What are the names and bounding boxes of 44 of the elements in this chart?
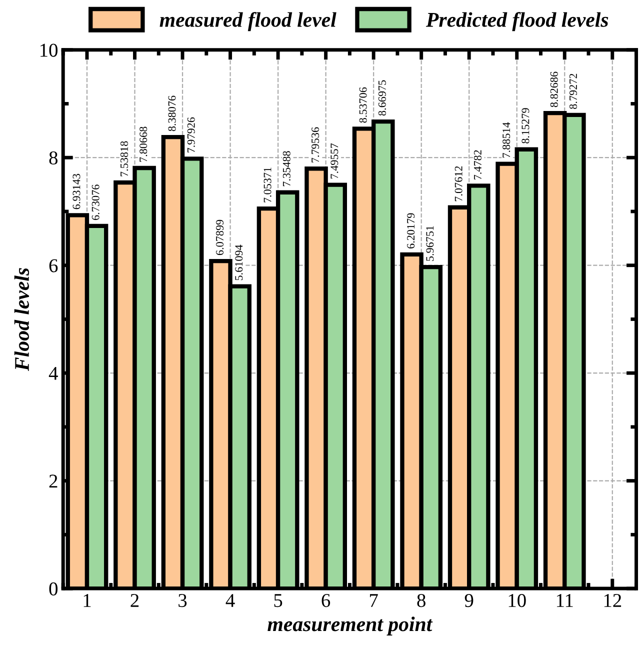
y-tick-label: 8 [49, 151, 58, 165]
y-tick-label: 6 [49, 259, 58, 272]
x-tick-label: 8 [417, 594, 426, 608]
data-label: 7.53818 [120, 141, 128, 176]
legend-label: measured flood level [160, 12, 336, 32]
y-tick-label: 0 [49, 582, 58, 596]
data-label: 6.07899 [216, 220, 224, 256]
x-tick-label: 11 [556, 594, 573, 607]
x-tick-label: 6 [322, 594, 330, 608]
data-label: 6.73076 [92, 184, 100, 220]
data-label: 7.80668 [140, 126, 148, 162]
data-label: 8.66975 [378, 80, 386, 116]
x-axis-title: measurement point [268, 616, 433, 636]
data-label: 8.38076 [168, 96, 176, 132]
y-axis-title: Flood levels [14, 268, 30, 372]
y-tick-label: 10 [40, 44, 58, 57]
x-tick-label: 3 [178, 594, 187, 608]
x-tick-label: 12 [604, 594, 622, 607]
data-label: 5.96751 [426, 226, 434, 261]
data-label: 7.79536 [312, 127, 320, 162]
x-tick-label: 10 [508, 594, 526, 608]
data-label: 7.4782 [474, 150, 482, 180]
data-label: 7.97926 [187, 117, 195, 152]
x-tick-label: 4 [226, 594, 235, 607]
x-tick-label: 9 [464, 594, 474, 608]
data-label: 6.20179 [407, 213, 415, 248]
data-label: 7.35488 [282, 151, 290, 186]
x-tick-label: 2 [130, 594, 139, 607]
y-tick-label: 2 [49, 474, 58, 488]
x-tick-label: 7 [370, 594, 378, 607]
x-tick-label: 5 [274, 594, 282, 608]
data-label: 8.15279 [522, 108, 530, 144]
legend-label: Predicted flood levels [426, 12, 608, 32]
data-label: 8.53706 [359, 87, 367, 123]
data-label: 8.82686 [550, 72, 558, 108]
data-label: 7.07612 [454, 166, 462, 202]
data-label: 7.88514 [502, 122, 510, 158]
data-label: 8.79272 [569, 74, 578, 109]
data-label: 5.61094 [235, 244, 243, 280]
data-label: 7.05371 [264, 168, 272, 202]
y-tick-label: 4 [48, 367, 58, 380]
x-tick-label: 1 [84, 594, 91, 607]
data-label: 6.93143 [72, 174, 80, 210]
data-label: 7.49557 [330, 143, 338, 178]
